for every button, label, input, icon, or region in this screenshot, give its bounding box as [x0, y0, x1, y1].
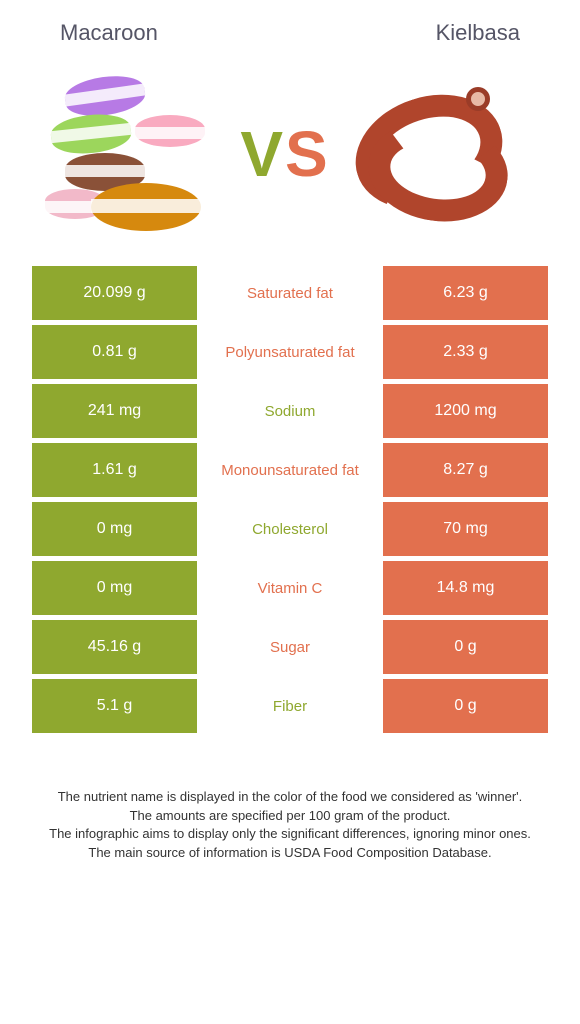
left-value-cell: 0 mg	[32, 561, 197, 615]
footer-line: The nutrient name is displayed in the co…	[28, 788, 552, 806]
right-food-title: Kielbasa	[436, 20, 520, 46]
right-value-cell: 1200 mg	[383, 384, 548, 438]
nutrient-label: Vitamin C	[197, 561, 383, 615]
header: Macaroon Kielbasa	[10, 20, 570, 46]
right-value-cell: 2.33 g	[383, 325, 548, 379]
nutrient-label: Sugar	[197, 620, 383, 674]
nutrient-label: Fiber	[197, 679, 383, 733]
left-value-cell: 0.81 g	[32, 325, 197, 379]
right-value-cell: 70 mg	[383, 502, 548, 556]
table-row: 45.16 gSugar0 g	[32, 620, 548, 674]
nutrient-label: Monounsaturated fat	[197, 443, 383, 497]
table-row: 0 mgCholesterol70 mg	[32, 502, 548, 556]
table-row: 0 mgVitamin C14.8 mg	[32, 561, 548, 615]
left-value-cell: 1.61 g	[32, 443, 197, 497]
vs-s-letter: S	[285, 118, 330, 190]
footer-line: The main source of information is USDA F…	[28, 844, 552, 862]
left-value-cell: 20.099 g	[32, 266, 197, 320]
left-value-cell: 45.16 g	[32, 620, 197, 674]
left-value-cell: 0 mg	[32, 502, 197, 556]
comparison-table: 20.099 gSaturated fat6.23 g0.81 gPolyuns…	[32, 266, 548, 733]
macaroon-illustration	[30, 71, 240, 236]
vs-v-letter: V	[240, 118, 285, 190]
table-row: 5.1 gFiber0 g	[32, 679, 548, 733]
right-value-cell: 6.23 g	[383, 266, 548, 320]
right-value-cell: 8.27 g	[383, 443, 548, 497]
table-row: 241 mgSodium1200 mg	[32, 384, 548, 438]
table-row: 20.099 gSaturated fat6.23 g	[32, 266, 548, 320]
left-value-cell: 241 mg	[32, 384, 197, 438]
nutrient-label: Sodium	[197, 384, 383, 438]
right-value-cell: 0 g	[383, 679, 548, 733]
kielbasa-illustration	[330, 79, 540, 229]
table-row: 1.61 gMonounsaturated fat8.27 g	[32, 443, 548, 497]
left-value-cell: 5.1 g	[32, 679, 197, 733]
table-row: 0.81 gPolyunsaturated fat2.33 g	[32, 325, 548, 379]
footer-notes: The nutrient name is displayed in the co…	[10, 788, 570, 861]
nutrient-label: Saturated fat	[197, 266, 383, 320]
right-value-cell: 14.8 mg	[383, 561, 548, 615]
vs-label: VS	[240, 117, 329, 191]
footer-line: The infographic aims to display only the…	[28, 825, 552, 843]
nutrient-label: Polyunsaturated fat	[197, 325, 383, 379]
left-food-title: Macaroon	[60, 20, 158, 46]
right-value-cell: 0 g	[383, 620, 548, 674]
nutrient-label: Cholesterol	[197, 502, 383, 556]
footer-line: The amounts are specified per 100 gram o…	[28, 807, 552, 825]
hero-section: VS	[10, 56, 570, 266]
